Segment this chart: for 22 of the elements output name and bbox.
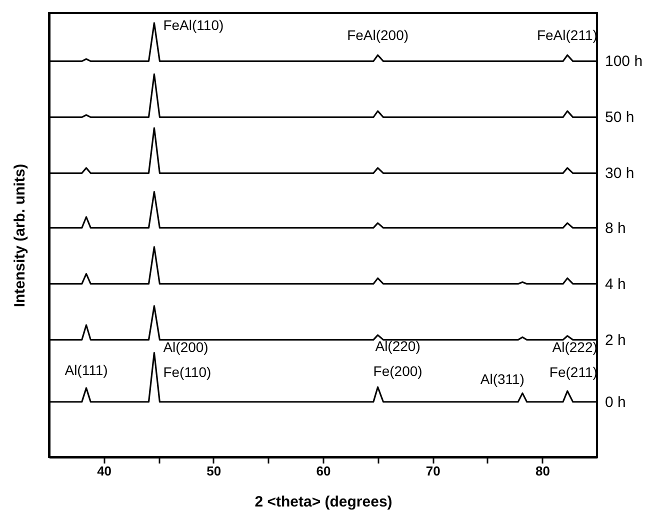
series-label: 100 h bbox=[605, 53, 643, 70]
series-label: 50 h bbox=[605, 109, 634, 126]
annotation: Al(111) bbox=[64, 362, 108, 378]
annotation: FeAl(110) bbox=[163, 16, 224, 33]
annotation: Al(200) Fe(110) bbox=[163, 338, 212, 380]
x-axis-title: 2 <theta> (degrees) bbox=[254, 494, 392, 510]
x-tick-label: 60 bbox=[316, 464, 331, 478]
y-axis-title: Intensity (arb. units) bbox=[12, 164, 28, 308]
annotation: FeAl(211) bbox=[536, 27, 598, 44]
annotation: Al(311) bbox=[480, 371, 524, 388]
x-tick-label: 70 bbox=[426, 464, 440, 478]
x-tick-label: 80 bbox=[535, 464, 550, 478]
series-label: 2 h bbox=[605, 332, 626, 349]
series-label: 0 h bbox=[605, 394, 626, 411]
x-tick-label: 40 bbox=[97, 464, 112, 478]
x-tick-label: 50 bbox=[206, 464, 222, 478]
annotation: FeAl(200) bbox=[347, 27, 409, 44]
annotation: Al(220) Fe(200) bbox=[373, 338, 422, 380]
series-label: 4 h bbox=[605, 276, 626, 293]
series-label: 30 h bbox=[605, 165, 634, 182]
series-label: 8 h bbox=[605, 220, 626, 237]
annotation: Al(222) Fe(211) bbox=[549, 339, 598, 380]
